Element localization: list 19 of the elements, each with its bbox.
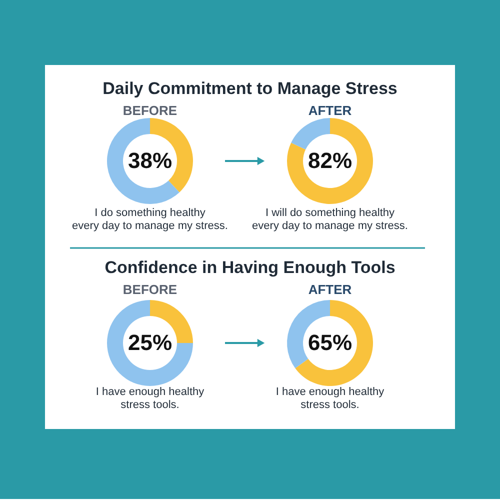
- text: I have enough healthy stress tools.: [96, 386, 205, 411]
- text: I have enough healthy stress tools.: [276, 386, 385, 411]
- donut-slice: [291, 118, 330, 150]
- text: I do something healthy every day to manage my stress.: [72, 207, 228, 232]
- text: Daily Commitment to Manage Stress: [102, 79, 398, 98]
- data-label: 38%: [128, 148, 172, 173]
- data-label: 25%: [128, 330, 172, 355]
- donut-slice: [107, 118, 180, 204]
- data-label: 82%: [308, 148, 352, 173]
- donut-slice: [287, 118, 373, 204]
- donut-slice: [295, 300, 373, 386]
- text: I will do something healthy every day to manage my stress.: [252, 207, 408, 232]
- chart-subtitle: AFTER: [308, 103, 352, 118]
- chart-subtitle: BEFORE: [122, 103, 178, 118]
- data-label: 65%: [308, 330, 352, 355]
- chart-subtitle: AFTER: [308, 282, 352, 297]
- donut-slice: [107, 300, 193, 386]
- chart-subtitle: BEFORE: [122, 282, 178, 297]
- text: Confidence in Having Enough Tools: [104, 258, 396, 277]
